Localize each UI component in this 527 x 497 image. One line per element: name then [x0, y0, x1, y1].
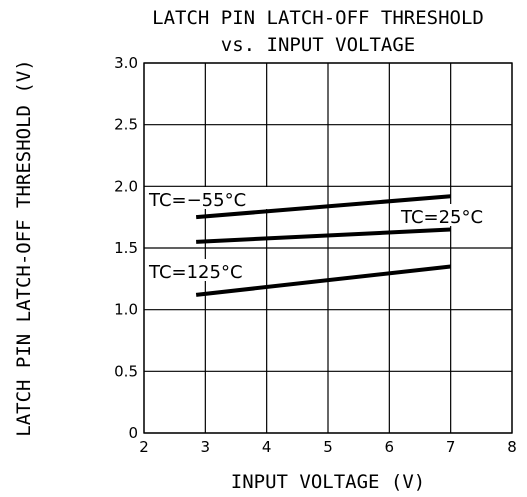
- x-tick-labels: 2 3 4 5 6 7 8: [139, 438, 517, 456]
- series-label-minus55: TC=−55°C: [148, 190, 246, 211]
- y-tick-labels: 0 0.5 1.0 1.5 2.0 2.5 3.0: [114, 54, 138, 442]
- grid: [143, 62, 513, 434]
- y-tick-label: 2.5: [114, 116, 138, 134]
- y-tick-label: 2.0: [114, 177, 138, 195]
- x-tick-label: 5: [323, 438, 333, 456]
- y-tick-label: 3.0: [114, 54, 138, 72]
- y-tick-label: 0.5: [114, 362, 138, 380]
- x-tick-label: 6: [385, 438, 395, 456]
- x-tick-label: 8: [507, 438, 517, 456]
- label-bg-125: [148, 259, 266, 281]
- series-lines: [195, 194, 451, 297]
- series-label-125: TC=125°C: [148, 262, 243, 283]
- y-tick-label: 1.0: [114, 301, 138, 319]
- series-line-0: [195, 194, 451, 220]
- chart-title-line2: vs. INPUT VOLTAGE: [221, 34, 415, 56]
- plot-frame: [143, 62, 513, 434]
- series-label-25: TC=25°C: [400, 207, 483, 228]
- x-tick-label: 7: [446, 438, 456, 456]
- series-line-2: [195, 264, 451, 297]
- x-tick-label: 3: [201, 438, 211, 456]
- chart-title-line1: LATCH PIN LATCH-OFF THRESHOLD: [152, 7, 484, 29]
- x-axis-label: INPUT VOLTAGE (V): [231, 471, 425, 493]
- series-line-1: [196, 227, 451, 244]
- y-tick-label: 1.5: [114, 239, 138, 257]
- label-bg-minus55: [147, 187, 268, 209]
- x-tick-label: 4: [262, 438, 272, 456]
- y-axis-label: LATCH PIN LATCH-OFF THRESHOLD (V): [13, 59, 35, 437]
- y-tick-label: 0: [128, 424, 138, 442]
- label-bg-25: [400, 204, 500, 226]
- x-tick-label: 2: [139, 438, 149, 456]
